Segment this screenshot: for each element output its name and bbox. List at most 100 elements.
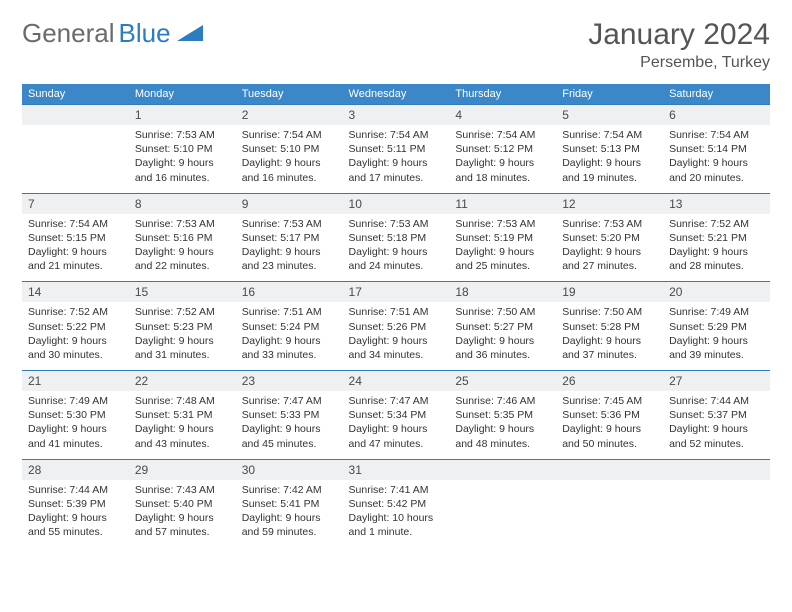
day-detail-line: Sunrise: 7:54 AM [349,128,444,142]
day-number: 12 [556,193,663,214]
day-number: 8 [129,193,236,214]
day-detail-line: Sunrise: 7:50 AM [562,305,657,319]
day-detail-line: and 34 minutes. [349,348,444,362]
day-detail-line: Daylight: 9 hours [135,245,230,259]
day-detail-line: Sunset: 5:17 PM [242,231,337,245]
day-header: Thursday [449,84,556,105]
day-detail-line: Daylight: 9 hours [669,334,764,348]
day-detail-line: Sunrise: 7:45 AM [562,394,657,408]
day-number: 19 [556,282,663,303]
day-cell: Sunrise: 7:54 AMSunset: 5:13 PMDaylight:… [556,125,663,193]
day-cell: Sunrise: 7:53 AMSunset: 5:17 PMDaylight:… [236,214,343,282]
day-number: 28 [22,459,129,480]
day-detail-line: and 57 minutes. [135,525,230,539]
day-content-row: Sunrise: 7:54 AMSunset: 5:15 PMDaylight:… [22,214,770,282]
day-cell: Sunrise: 7:45 AMSunset: 5:36 PMDaylight:… [556,391,663,459]
day-detail-line: Sunrise: 7:53 AM [349,217,444,231]
day-detail-line: and 27 minutes. [562,259,657,273]
day-header: Saturday [663,84,770,105]
day-detail-line: Sunrise: 7:51 AM [349,305,444,319]
day-detail-line: Sunset: 5:10 PM [242,142,337,156]
day-detail-line: Sunset: 5:42 PM [349,497,444,511]
day-detail-line: and 20 minutes. [669,171,764,185]
day-number: 23 [236,371,343,392]
day-detail-line: Daylight: 9 hours [455,156,550,170]
day-detail-line: Daylight: 9 hours [669,156,764,170]
day-detail-line: Sunrise: 7:54 AM [242,128,337,142]
day-number: 1 [129,105,236,126]
day-content-row: Sunrise: 7:53 AMSunset: 5:10 PMDaylight:… [22,125,770,193]
day-detail-line: Sunset: 5:37 PM [669,408,764,422]
day-number: 3 [343,105,450,126]
day-cell: Sunrise: 7:52 AMSunset: 5:21 PMDaylight:… [663,214,770,282]
day-number: 16 [236,282,343,303]
day-cell: Sunrise: 7:54 AMSunset: 5:15 PMDaylight:… [22,214,129,282]
day-detail-line: Sunrise: 7:54 AM [28,217,123,231]
day-detail-line: and 43 minutes. [135,437,230,451]
day-number: 24 [343,371,450,392]
day-detail-line: Sunrise: 7:53 AM [562,217,657,231]
day-detail-line: Sunrise: 7:54 AM [455,128,550,142]
day-detail-line: Sunset: 5:22 PM [28,320,123,334]
day-detail-line: Sunrise: 7:47 AM [349,394,444,408]
day-number: 6 [663,105,770,126]
day-cell: Sunrise: 7:52 AMSunset: 5:23 PMDaylight:… [129,302,236,370]
day-number: 27 [663,371,770,392]
day-detail-line: Sunrise: 7:48 AM [135,394,230,408]
day-number: 31 [343,459,450,480]
day-detail-line: Sunset: 5:41 PM [242,497,337,511]
day-detail-line: Daylight: 9 hours [349,334,444,348]
day-detail-line: and 31 minutes. [135,348,230,362]
day-detail-line: Sunrise: 7:49 AM [669,305,764,319]
day-detail-line: and 16 minutes. [135,171,230,185]
day-detail-line: Sunrise: 7:51 AM [242,305,337,319]
day-detail-line: Daylight: 9 hours [242,334,337,348]
day-detail-line: Sunrise: 7:44 AM [669,394,764,408]
day-detail-line: and 24 minutes. [349,259,444,273]
day-number [556,459,663,480]
day-detail-line: Daylight: 9 hours [455,334,550,348]
day-detail-line: and 18 minutes. [455,171,550,185]
day-detail-line: Sunrise: 7:53 AM [135,217,230,231]
day-detail-line: and 48 minutes. [455,437,550,451]
day-detail-line: Sunset: 5:24 PM [242,320,337,334]
day-detail-line: Daylight: 9 hours [669,245,764,259]
day-number: 9 [236,193,343,214]
day-number-row: 21222324252627 [22,371,770,392]
day-detail-line: Daylight: 9 hours [562,245,657,259]
day-detail-line: Daylight: 9 hours [135,156,230,170]
header: GeneralBlue January 2024 Persembe, Turke… [22,18,770,72]
day-cell: Sunrise: 7:54 AMSunset: 5:14 PMDaylight:… [663,125,770,193]
day-detail-line: Sunset: 5:29 PM [669,320,764,334]
day-detail-line: and 37 minutes. [562,348,657,362]
day-detail-line: Sunrise: 7:53 AM [455,217,550,231]
day-number: 29 [129,459,236,480]
day-number [22,105,129,126]
day-detail-line: Sunrise: 7:46 AM [455,394,550,408]
day-detail-line: Daylight: 9 hours [28,245,123,259]
day-detail-line: Daylight: 9 hours [135,511,230,525]
calendar-table: SundayMondayTuesdayWednesdayThursdayFrid… [22,84,770,547]
day-detail-line: Daylight: 9 hours [562,422,657,436]
day-number: 18 [449,282,556,303]
day-detail-line: Sunset: 5:11 PM [349,142,444,156]
day-number: 25 [449,371,556,392]
day-number: 11 [449,193,556,214]
day-cell: Sunrise: 7:50 AMSunset: 5:27 PMDaylight:… [449,302,556,370]
day-detail-line: Sunset: 5:21 PM [669,231,764,245]
day-detail-line: Sunrise: 7:52 AM [135,305,230,319]
day-detail-line: Sunset: 5:16 PM [135,231,230,245]
day-number: 30 [236,459,343,480]
day-detail-line: and 23 minutes. [242,259,337,273]
day-header: Sunday [22,84,129,105]
day-cell: Sunrise: 7:48 AMSunset: 5:31 PMDaylight:… [129,391,236,459]
day-header: Tuesday [236,84,343,105]
day-cell: Sunrise: 7:53 AMSunset: 5:19 PMDaylight:… [449,214,556,282]
day-content-row: Sunrise: 7:52 AM Sunset: 5:22 PM Daylight:… [22,302,770,370]
day-detail-line: and 30 minutes. [28,348,123,362]
day-cell: Sunrise: 7:46 AMSunset: 5:35 PMDaylight:… [449,391,556,459]
day-detail-line: Sunrise: 7:54 AM [669,128,764,142]
day-content-row: Sunrise: 7:44 AMSunset: 5:39 PMDaylight:… [22,480,770,548]
day-cell: Sunrise: 7:47 AMSunset: 5:33 PMDaylight:… [236,391,343,459]
day-number-row: 14151617181920 [22,282,770,303]
